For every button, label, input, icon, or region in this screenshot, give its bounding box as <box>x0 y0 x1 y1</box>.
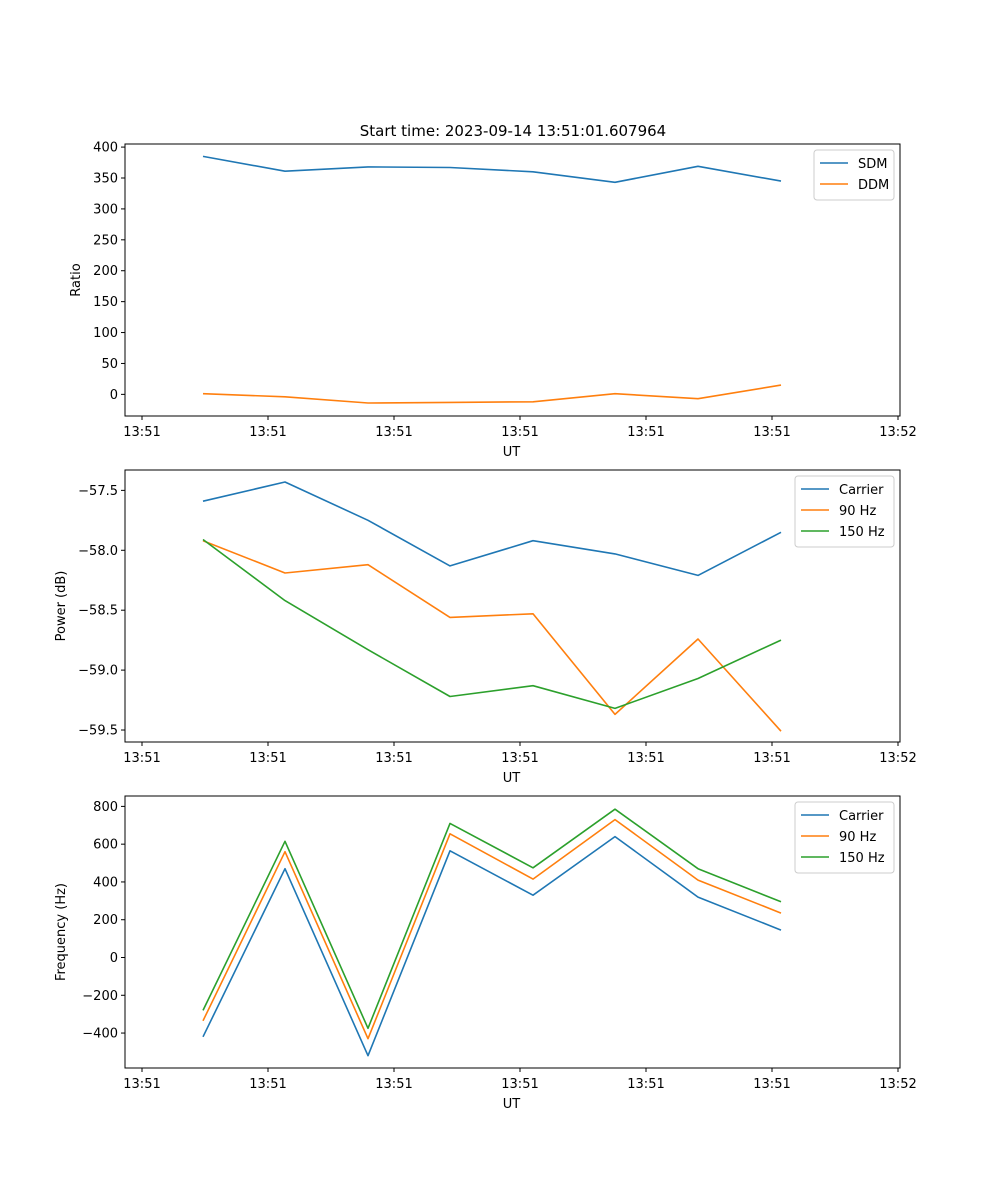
x-tick-label: 13:51 <box>627 1077 664 1092</box>
y-tick-label: 800 <box>93 800 118 815</box>
y-tick-label: −59.5 <box>78 724 118 739</box>
y-tick-label: 0 <box>110 388 118 403</box>
series-line-carrier <box>202 835 782 1057</box>
y-tick-label: 250 <box>93 233 118 248</box>
y-tick-label: −400 <box>82 1027 118 1042</box>
x-tick-label: 13:51 <box>501 751 538 766</box>
x-tick-label: 13:51 <box>501 425 538 440</box>
y-tick-label: −200 <box>82 989 118 1004</box>
series-line-carrier <box>202 481 782 577</box>
legend-label: SDM <box>858 157 887 172</box>
y-tick-label: 0 <box>110 951 118 966</box>
x-tick-label: 13:52 <box>879 1077 916 1092</box>
legend-label: Carrier <box>839 809 884 824</box>
legend: SDM DDM <box>813 149 895 201</box>
series-line-90-hz <box>202 539 782 732</box>
x-axis-label: UT <box>503 771 521 786</box>
x-tick-label: 13:51 <box>753 1077 790 1092</box>
y-axis-label: Frequency (Hz) <box>54 883 69 981</box>
series-line-90-hz <box>202 818 782 1040</box>
y-tick-label: −58.5 <box>78 604 118 619</box>
figure-title: Start time: 2023-09-14 13:51:01.607964 <box>360 122 666 140</box>
y-tick-label: 200 <box>93 264 118 279</box>
x-tick-label: 13:51 <box>249 1077 286 1092</box>
y-tick-label: 400 <box>93 141 118 156</box>
y-tick-label: −57.5 <box>78 484 118 499</box>
x-tick-label: 13:51 <box>753 425 790 440</box>
y-axis-label: Power (dB) <box>54 571 69 642</box>
y-tick-label: 100 <box>93 326 118 341</box>
x-tick-label: 13:51 <box>375 425 412 440</box>
x-tick-label: 13:51 <box>249 751 286 766</box>
axes-frame <box>124 469 901 743</box>
x-tick-label: 13:51 <box>375 751 412 766</box>
x-tick-label: 13:52 <box>879 425 916 440</box>
legend-label: 90 Hz <box>839 830 876 845</box>
x-tick-label: 13:51 <box>627 751 664 766</box>
axes-frame <box>124 143 901 417</box>
x-tick-label: 13:51 <box>123 751 160 766</box>
series-line-150-hz <box>202 538 782 710</box>
x-tick-label: 13:51 <box>375 1077 412 1092</box>
legend-label: 150 Hz <box>839 525 885 540</box>
x-tick-label: 13:51 <box>753 751 790 766</box>
x-tick-label: 13:51 <box>627 425 664 440</box>
series-line-150-hz <box>202 808 782 1030</box>
y-tick-label: −59.0 <box>78 664 118 679</box>
y-tick-label: 150 <box>93 295 118 310</box>
y-tick-label: 50 <box>101 357 118 372</box>
y-tick-label: 200 <box>93 913 118 928</box>
y-tick-label: 300 <box>93 202 118 217</box>
legend-box <box>794 801 895 874</box>
x-tick-label: 13:51 <box>501 1077 538 1092</box>
subplot-3: 13:51 13:51 13:51 13:51 13:51 13:51 13:52 800 60… <box>54 795 917 1112</box>
y-tick-label: 600 <box>93 838 118 853</box>
legend-label: DDM <box>858 178 889 193</box>
y-axis-label: Ratio <box>69 263 84 296</box>
x-tick-label: 13:52 <box>879 751 916 766</box>
subplot-2: 13:51 13:51 13:51 13:51 13:51 13:51 13:52 −57.5… <box>54 469 917 786</box>
axes-frame <box>124 795 901 1069</box>
y-tick-label: 350 <box>93 172 118 187</box>
legend-label: Carrier <box>839 483 884 498</box>
legend: Carrier 90 Hz 150 Hz <box>794 801 895 874</box>
subplot-1: 13:51 13:51 13:51 13:51 13:51 13:51 13:52 0 50 10… <box>69 141 917 460</box>
x-axis-label: UT <box>503 1097 521 1112</box>
x-tick-label: 13:51 <box>123 425 160 440</box>
y-tick-label: 400 <box>93 875 118 890</box>
series-line-ddm <box>202 384 782 404</box>
legend-label: 150 Hz <box>839 851 885 866</box>
legend-box <box>794 475 895 548</box>
series-line-sdm <box>202 155 782 184</box>
x-axis-label: UT <box>503 445 521 460</box>
legend-label: 90 Hz <box>839 504 876 519</box>
y-tick-label: −58.0 <box>78 544 118 559</box>
x-tick-label: 13:51 <box>249 425 286 440</box>
legend: Carrier 90 Hz 150 Hz <box>794 475 895 548</box>
x-tick-label: 13:51 <box>123 1077 160 1092</box>
